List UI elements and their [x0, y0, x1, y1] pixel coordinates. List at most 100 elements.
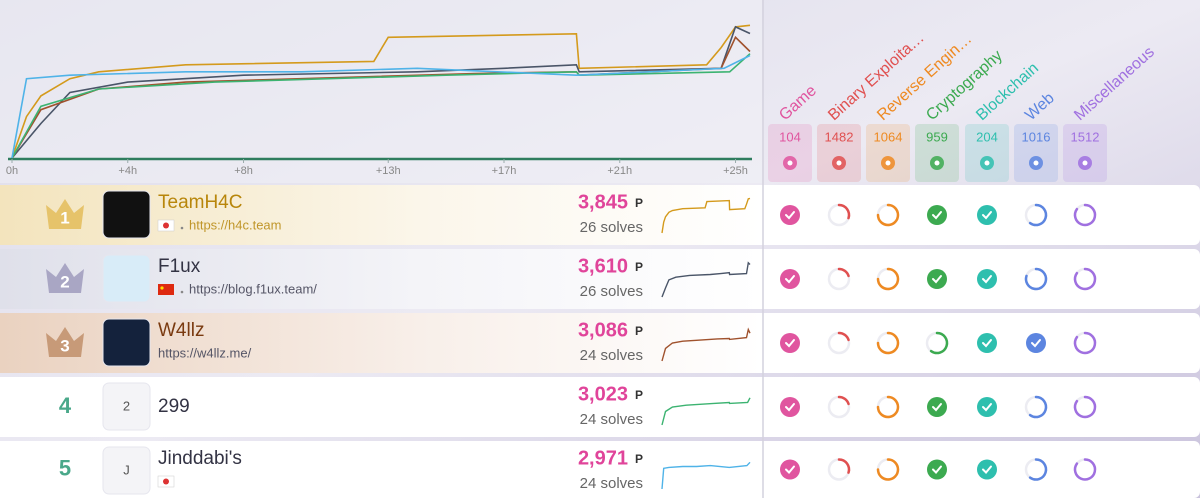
x-tick-label: +21h — [607, 165, 632, 177]
team-name: W4llz — [158, 320, 204, 341]
check — [932, 211, 942, 220]
solved-badge — [977, 459, 997, 480]
avatar-text: 2 — [123, 398, 130, 413]
progress-ring — [876, 267, 900, 291]
team-url: https://w4llz.me/ — [158, 345, 252, 360]
category-icon-dot — [885, 160, 891, 166]
check — [982, 275, 992, 284]
progress-ring — [1073, 458, 1097, 481]
team-name: TeamH4C — [158, 192, 242, 213]
category-icon-dot — [984, 160, 990, 166]
category-box — [866, 124, 910, 182]
category-icon-dot — [787, 160, 793, 166]
flag-star — [160, 286, 164, 290]
rank-crown — [46, 263, 84, 293]
progress-ring — [876, 395, 900, 419]
progress-ring — [1028, 203, 1048, 227]
solved-badge — [927, 205, 947, 225]
solved-badge — [977, 205, 997, 225]
rank: 2 — [60, 272, 69, 291]
progress-ring — [1073, 331, 1097, 355]
x-tick-label: +8h — [234, 165, 253, 177]
check — [932, 403, 942, 412]
score-unit: P — [635, 260, 643, 274]
team-name: Jinddabi's — [158, 448, 242, 469]
check — [785, 339, 795, 348]
avatar — [102, 318, 151, 367]
score: 2,971 — [578, 447, 628, 469]
solved-badge — [780, 205, 800, 225]
score: 3,086 — [578, 319, 628, 341]
solved-badge — [977, 269, 997, 289]
sparkline — [661, 397, 751, 426]
progress-ring — [1024, 267, 1048, 291]
progress-ring — [876, 331, 900, 355]
separator-dot — [180, 290, 184, 294]
x-tick-label: +4h — [118, 165, 137, 177]
category-box — [1014, 124, 1058, 182]
category-icon-dot — [934, 160, 940, 166]
progress-ring — [1073, 395, 1097, 419]
category-count: 104 — [779, 129, 801, 144]
avatar — [102, 382, 151, 431]
progress-ring — [837, 458, 851, 474]
rank: 3 — [60, 336, 69, 355]
category-box — [1063, 124, 1107, 182]
check — [982, 339, 992, 348]
category-icon-dot — [1082, 160, 1088, 166]
rank: 4 — [59, 393, 72, 418]
progress-ring — [837, 395, 850, 406]
check — [932, 275, 942, 284]
check — [785, 211, 795, 220]
solved-badge — [780, 333, 800, 353]
category-box — [915, 124, 959, 182]
category-box — [817, 124, 861, 182]
rank: 1 — [60, 208, 69, 227]
progress-ring — [1073, 203, 1097, 227]
solved-badge — [927, 397, 947, 417]
solves: 24 solves — [580, 347, 643, 364]
flag-emblem — [163, 222, 169, 229]
score: 3,845 — [578, 191, 628, 213]
score-unit: P — [635, 452, 643, 466]
score: 3,610 — [578, 255, 628, 277]
rank: 5 — [59, 455, 71, 480]
sparkline — [661, 261, 751, 298]
score-line — [11, 24, 751, 159]
solves: 24 solves — [580, 411, 643, 428]
x-tick-label: +13h — [376, 165, 401, 177]
progress-ring — [876, 458, 900, 481]
score-line — [11, 53, 751, 159]
solved-badge — [1026, 333, 1046, 353]
score-unit: P — [635, 388, 643, 402]
team-name: 299 — [158, 396, 190, 417]
avatar-text: J — [123, 462, 130, 477]
score-line — [11, 54, 751, 159]
check — [1031, 339, 1041, 348]
score: 3,023 — [578, 383, 628, 405]
category-count: 204 — [976, 129, 998, 144]
category-count: 1512 — [1071, 129, 1100, 144]
solves: 24 solves — [580, 475, 643, 492]
score-unit: P — [635, 196, 643, 210]
solved-badge — [780, 459, 800, 480]
x-tick-label: +17h — [492, 165, 517, 177]
category-count: 1482 — [825, 129, 854, 144]
category-count: 1016 — [1022, 129, 1051, 144]
check — [932, 465, 942, 474]
check — [982, 403, 992, 412]
rank-crown — [46, 199, 84, 229]
progress-ring — [1028, 395, 1048, 419]
category-box — [965, 124, 1009, 182]
sparkline — [661, 327, 751, 362]
x-tick-label: +25h — [723, 165, 748, 177]
category-count: 959 — [926, 129, 948, 144]
solved-badge — [977, 397, 997, 417]
progress-ring — [1028, 458, 1048, 481]
avatar — [102, 254, 151, 303]
category-count: 1064 — [874, 129, 903, 144]
category-box — [768, 124, 812, 182]
flag — [158, 284, 174, 295]
